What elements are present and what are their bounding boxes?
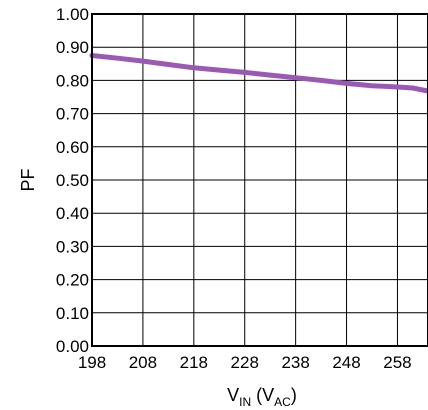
- y-tick-label-3: 0.30: [56, 237, 89, 256]
- x-tick-label-5: 248: [332, 353, 360, 372]
- series-line-0: [89, 53, 428, 94]
- x-tick-label-6: 258: [383, 353, 411, 372]
- y-tick-label-4: 0.40: [56, 204, 89, 223]
- gridlines: [91, 13, 428, 347]
- y-tick-label-1: 0.10: [56, 304, 89, 323]
- y-axis-title: PF: [18, 168, 38, 191]
- x-tick-label-1: 208: [129, 353, 157, 372]
- x-axis-title: VIN (VAC): [227, 385, 297, 409]
- y-tick-label-0: 0.00: [56, 337, 89, 356]
- y-tick-label-5: 0.50: [56, 171, 89, 190]
- x-tick-label-4: 238: [281, 353, 309, 372]
- plot-area-frame: [91, 13, 428, 347]
- x-axis-title-paren-close: ): [291, 385, 297, 405]
- y-tick-label-7: 0.70: [56, 105, 89, 124]
- y-tick-label-2: 0.20: [56, 271, 89, 290]
- x-axis-title-symbol: V: [227, 385, 239, 405]
- y-tick-label-10: 1.00: [56, 5, 89, 24]
- x-tick-label-0: 198: [78, 353, 106, 372]
- x-axis-title-subscript: IN: [239, 395, 251, 409]
- y-tick-label-8: 0.80: [56, 71, 89, 90]
- x-tick-label-2: 218: [180, 353, 208, 372]
- y-tick-labels: 0.00 0.10 0.20 0.30 0.40 0.50 0.60 0.70 0.80 0.90…: [56, 5, 89, 356]
- x-axis-title-paren: (V: [251, 385, 274, 405]
- y-tick-label-6: 0.60: [56, 138, 89, 157]
- x-axis-title-unit-subscript: AC: [274, 395, 291, 409]
- series-layer: [89, 53, 428, 94]
- y-tick-label-9: 0.90: [56, 38, 89, 57]
- x-tick-label-3: 228: [231, 353, 259, 372]
- x-tick-labels: 198 208 218 228 238 248 258: [78, 353, 412, 372]
